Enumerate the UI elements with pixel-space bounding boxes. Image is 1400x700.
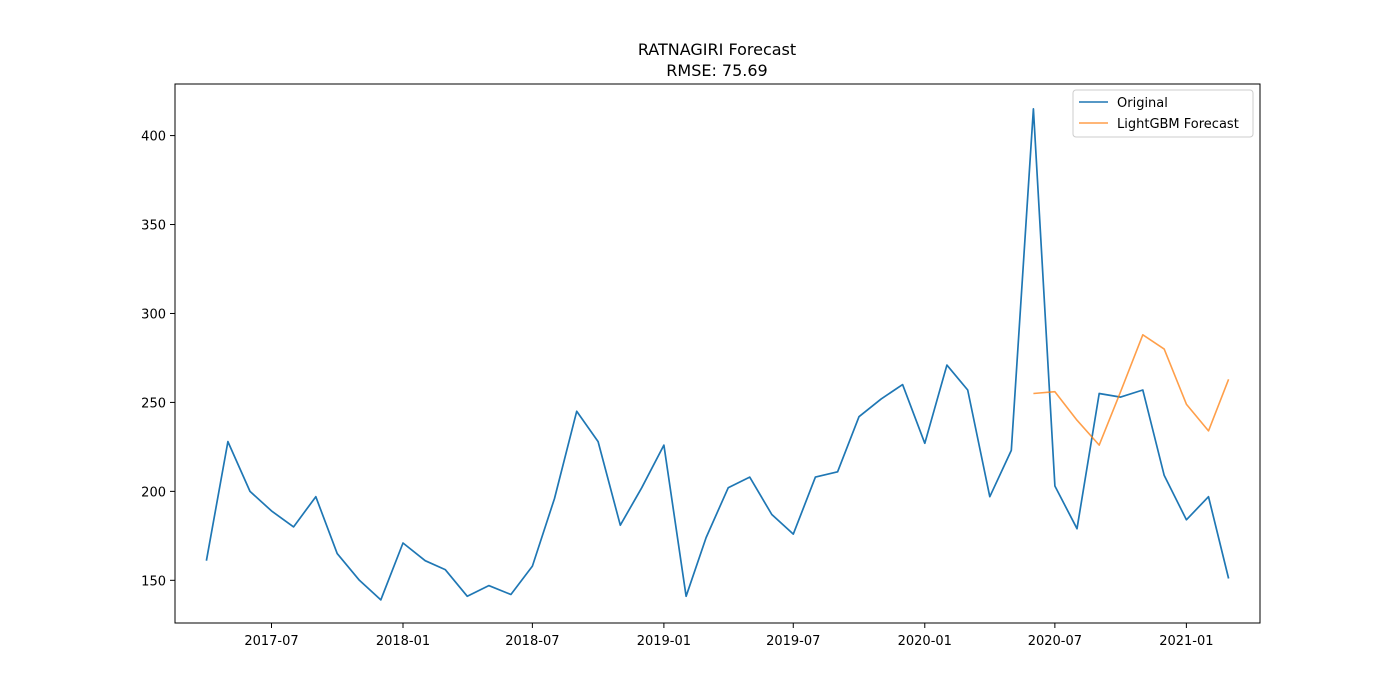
x-tick-label: 2017-07	[244, 634, 298, 649]
series-line-forecast	[1033, 333, 1230, 446]
x-tick-label: 2019-01	[637, 634, 691, 649]
x-tick-label: 2021-01	[1159, 634, 1213, 649]
chart-title: RATNAGIRI Forecast	[638, 40, 796, 59]
y-tick-label: 250	[141, 396, 166, 411]
x-tick-label: 2020-07	[1028, 634, 1082, 649]
y-tick-label: 350	[141, 219, 166, 234]
x-tick-label: 2018-01	[376, 634, 430, 649]
legend: Original LightGBM Forecast	[1072, 89, 1254, 138]
legend-label-forecast: LightGBM Forecast	[1117, 117, 1239, 132]
series-group	[205, 108, 1230, 601]
plot-area	[174, 83, 1261, 624]
series-line-original	[205, 108, 1230, 601]
y-axis: 150 200 250 300 350 400	[141, 130, 175, 589]
chart-subtitle: RMSE: 75.69	[666, 61, 767, 80]
y-tick-label: 300	[141, 307, 166, 322]
legend-label-original: Original	[1117, 96, 1168, 111]
y-tick-label: 150	[141, 574, 166, 589]
x-tick-label: 2018-07	[505, 634, 559, 649]
x-axis: 2017-07 2018-01 2018-07 2019-01 2019-07 2020-…	[244, 623, 1214, 649]
y-tick-label: 200	[141, 485, 166, 500]
legend-box	[1072, 89, 1254, 138]
y-tick-label: 400	[141, 130, 166, 145]
x-tick-label: 2020-01	[898, 634, 952, 649]
x-tick-label: 2019-07	[766, 634, 820, 649]
